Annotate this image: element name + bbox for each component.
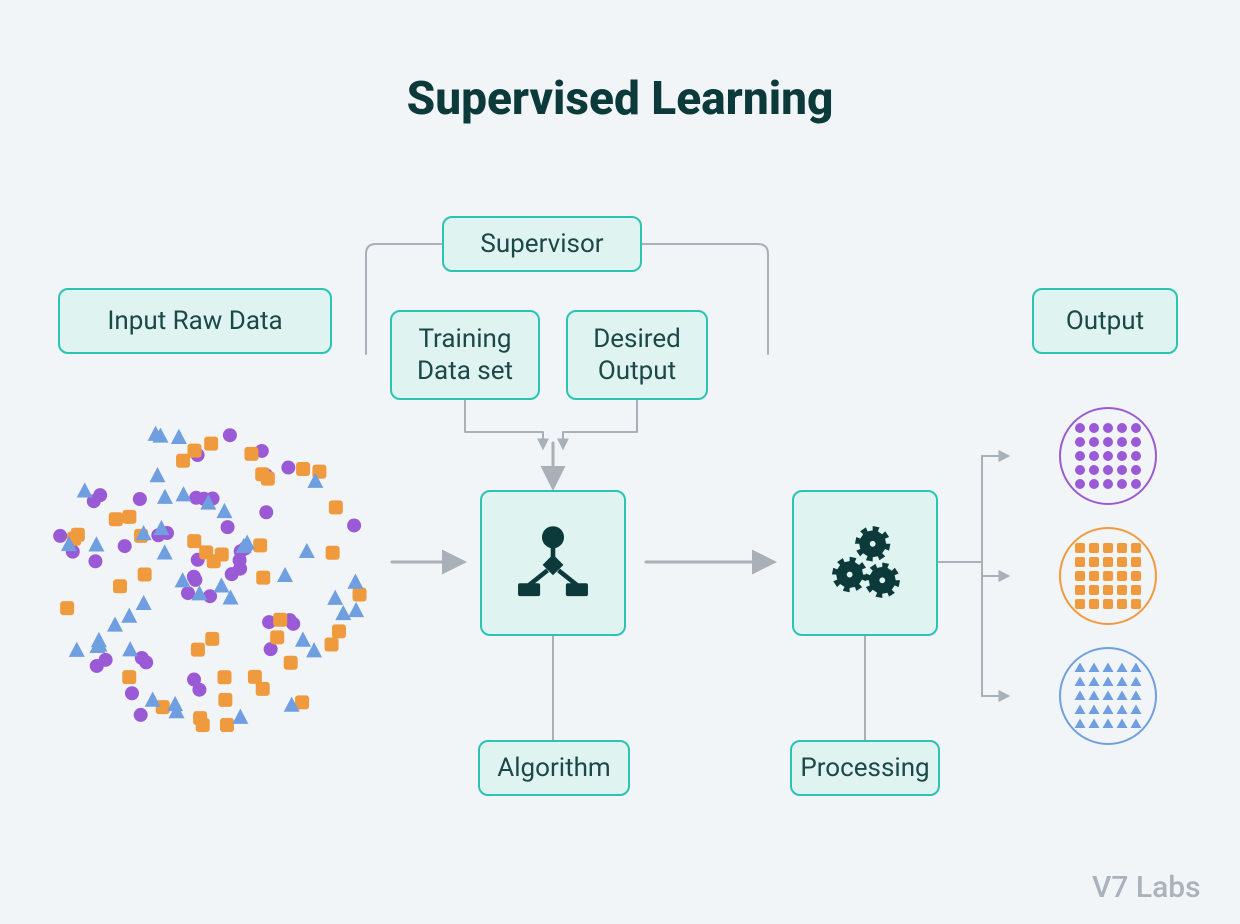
node-desired: Desired Output [566,310,708,400]
node-processing: Processing [790,740,940,796]
node-label: Input Raw Data [107,305,282,338]
node-training: Training Data set [390,310,540,400]
output-cluster-2 [1060,648,1156,744]
node-label: Algorithm [497,752,610,785]
node-label: Supervisor [480,228,603,261]
node-input_raw_data: Input Raw Data [58,288,332,354]
node-processing_icon [792,490,938,636]
algorithm-icon [507,517,599,609]
output-cluster-0 [1060,408,1156,504]
node-output: Output [1032,288,1178,354]
node-algorithm: Algorithm [478,740,630,796]
output-cluster-1 [1060,528,1156,624]
node-label: Output [1066,305,1144,338]
raw-data-scatter [53,426,366,732]
watermark: V7 Labs [1092,870,1201,905]
page-title: Supervised Learning [0,72,1240,126]
processing-icon [817,515,913,611]
node-label: Desired Output [593,323,681,388]
node-label: Training Data set [417,323,513,388]
node-supervisor: Supervisor [442,216,642,272]
node-algorithm_icon [480,490,626,636]
node-label: Processing [800,752,929,785]
